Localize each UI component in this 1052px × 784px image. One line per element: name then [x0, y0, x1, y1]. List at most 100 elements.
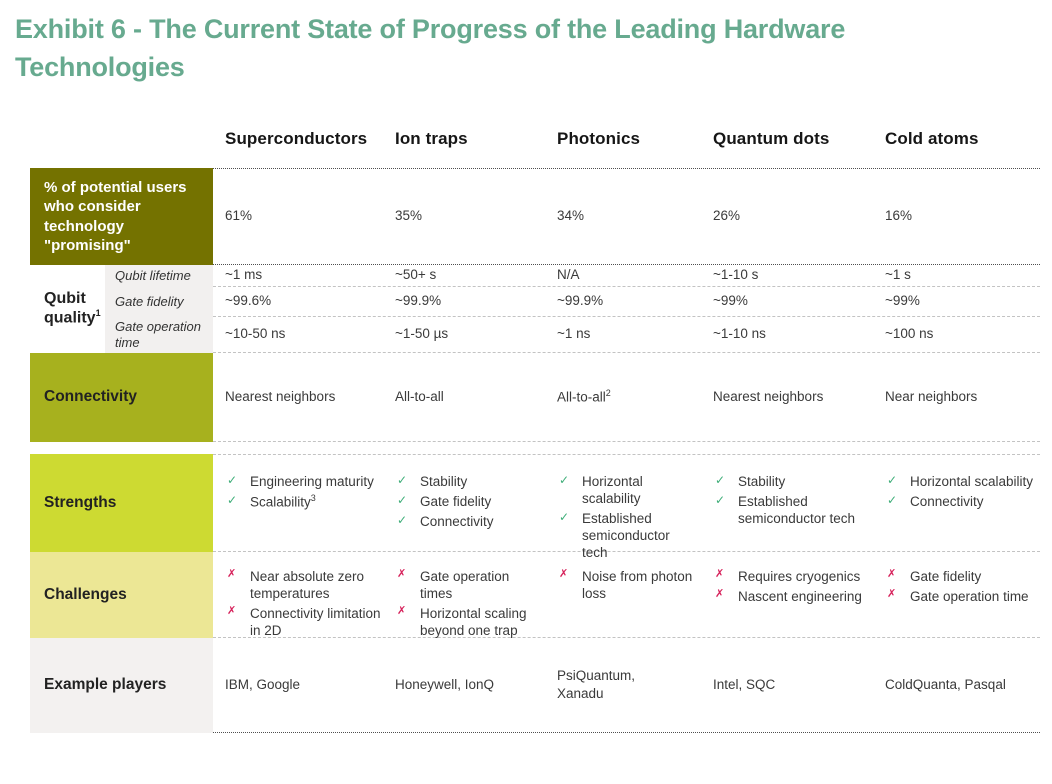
fidelity-cold-atoms: ~99% [885, 293, 920, 309]
promising-quantum-dots: 26% [713, 208, 741, 224]
lifetime-photonics: N/A [557, 267, 580, 283]
lifetime-cold-atoms: ~1 s [885, 267, 911, 283]
gate-time-photonics: ~1 ns [557, 326, 591, 342]
cross-icon: ✗ [559, 567, 569, 580]
challenge-item: ✗ Nascent engineering [715, 587, 862, 604]
check-icon: ✓ [559, 509, 570, 524]
check-icon: ✓ [715, 492, 726, 507]
strength-item: ✓ Engineering maturity [227, 472, 374, 489]
strengths-cold-atoms: ✓ Horizontal scalability ✓ Connectivity [885, 455, 1040, 513]
sublabel-gate-fidelity: Gate fidelity [115, 293, 184, 309]
connectivity-quantum-dots: Nearest neighbors [713, 388, 824, 404]
promising-superconductors: 61% [225, 208, 253, 224]
challenge-item: ✗ Requires cryogenics [715, 567, 861, 584]
strength-item: ✓ Scalability3 [227, 492, 316, 510]
column-header-quantum-dots: Quantum dots [713, 129, 830, 149]
players-quantum-dots: Intel, SQC [713, 676, 776, 692]
strengths-photonics: ✓ Horizontal scalability ✓ Established sem… [557, 455, 713, 565]
challenges-superconductors: ✗ Near absolute zero temperatures ✗ Connec… [225, 552, 395, 643]
footnote-1-marker: 1 [95, 307, 101, 318]
connectivity-ion-traps: All-to-all [395, 388, 444, 404]
challenges-quantum-dots: ✗ Requires cryogenics ✗ Nascent engineerin… [713, 552, 885, 608]
cross-icon: ✗ [227, 604, 237, 617]
fidelity-quantum-dots: ~99% [713, 293, 748, 309]
row-label-example-players: Example players [30, 637, 213, 733]
check-icon: ✓ [227, 472, 238, 487]
fidelity-photonics: ~99.9% [557, 293, 604, 309]
qubit-quality-values: ~1 ms ~50+ s N/A ~1-10 s ~1 s ~99.6% ~99… [213, 265, 1040, 353]
check-icon: ✓ [397, 472, 408, 487]
strength-item: ✓ Horizontal scalability [559, 472, 643, 506]
check-icon: ✓ [887, 492, 898, 507]
check-icon: ✓ [227, 492, 238, 507]
column-header-superconductors: Superconductors [225, 129, 368, 149]
row-connectivity: Connectivity Nearest neighbors All-to-al… [30, 352, 1040, 442]
comparison-table: Superconductors Ion traps Photonics Quan… [30, 111, 1040, 733]
column-header-ion-traps: Ion traps [395, 129, 468, 149]
strength-item: ✓ Connectivity [397, 512, 494, 529]
check-icon: ✓ [715, 472, 726, 487]
strengths-superconductors: ✓ Engineering maturity ✓ Scalability3 [225, 455, 395, 514]
qubit-quality-title: Qubit quality1 [44, 289, 101, 327]
challenge-item: ✗ Near absolute zero temperatures [227, 567, 365, 601]
row-strengths: Strengths ✓ Engineering maturity ✓ Scalabi… [30, 453, 1040, 560]
players-superconductors: IBM, Google [225, 676, 301, 692]
gate-time-superconductors: ~10-50 ns [225, 326, 286, 342]
challenge-item: ✗ Connectivity limitation in 2D [227, 604, 381, 639]
table-header-row: Superconductors Ion traps Photonics Quan… [30, 111, 1040, 168]
cross-icon: ✗ [715, 587, 725, 600]
strength-item: ✓ Stability [715, 472, 786, 489]
footnote-3-marker: 3 [310, 492, 316, 503]
row-example-players: Example players IBM, Google Honeywell, I… [30, 637, 1040, 733]
gate-time-cold-atoms: ~100 ns [885, 326, 934, 342]
row-label-strengths: Strengths [30, 453, 213, 552]
footnote-2-marker: 2 [605, 387, 611, 398]
challenges-photonics: ✗ Noise from photon loss [557, 552, 713, 605]
lifetime-superconductors: ~1 ms [225, 267, 263, 283]
check-icon: ✓ [397, 492, 408, 507]
cross-icon: ✗ [887, 587, 897, 600]
challenge-item: ✗ Noise from photon loss [559, 567, 693, 601]
strengths-ion-traps: ✓ Stability ✓ Gate fidelity ✓ Connectivity [395, 455, 557, 533]
check-icon: ✓ [559, 472, 570, 487]
row-promising: % of potential users who consider techno… [30, 167, 1040, 265]
cross-icon: ✗ [227, 567, 237, 580]
connectivity-photonics: All-to-all2 [557, 387, 611, 405]
row-spacer [30, 442, 1040, 454]
column-header-photonics: Photonics [557, 129, 641, 149]
gate-time-ion-traps: ~1-50 µs [395, 326, 449, 342]
row-label-connectivity: Connectivity [30, 352, 213, 442]
row-challenges: Challenges ✗ Near absolute zero temperatu… [30, 551, 1040, 638]
strength-item: ✓ Connectivity [887, 492, 984, 509]
promising-cold-atoms: 16% [885, 208, 913, 224]
gate-time-quantum-dots: ~1-10 ns [713, 326, 766, 342]
sublabel-qubit-lifetime: Qubit lifetime [115, 267, 191, 283]
check-icon: ✓ [397, 512, 408, 527]
challenges-cold-atoms: ✗ Gate fidelity ✗ Gate operation time [885, 552, 1040, 608]
header-label-spacer [30, 111, 213, 168]
challenges-ion-traps: ✗ Gate operation times ✗ Horizontal scalin… [395, 552, 557, 643]
challenge-item: ✗ Gate operation time [887, 587, 1029, 604]
challenge-item: ✗ Gate operation times [397, 567, 510, 601]
lifetime-ion-traps: ~50+ s [395, 267, 437, 283]
check-icon: ✓ [887, 472, 898, 487]
fidelity-superconductors: ~99.6% [225, 293, 272, 309]
strengths-quantum-dots: ✓ Stability ✓ Established semiconductor te… [713, 455, 885, 530]
row-label-qubit-quality: Qubit quality1 Qubit lifetime Gate fidel… [30, 264, 213, 353]
cross-icon: ✗ [397, 604, 407, 617]
row-label-promising: % of potential users who consider techno… [30, 167, 213, 265]
players-photonics: PsiQuantum, Xanadu [557, 668, 636, 701]
cross-icon: ✗ [397, 567, 407, 580]
row-label-challenges: Challenges [30, 551, 213, 638]
connectivity-superconductors: Nearest neighbors [225, 388, 336, 404]
lifetime-quantum-dots: ~1-10 s [713, 267, 759, 283]
connectivity-cold-atoms: Near neighbors [885, 388, 978, 404]
players-cold-atoms: ColdQuanta, Pasqal [885, 676, 1006, 692]
promising-ion-traps: 35% [395, 208, 423, 224]
strength-item: ✓ Stability [397, 472, 468, 489]
challenge-item: ✗ Horizontal scaling beyond one trap [397, 604, 527, 639]
strength-item: ✓ Gate fidelity [397, 492, 492, 509]
challenge-item: ✗ Gate fidelity [887, 567, 982, 584]
strength-item: ✓ Horizontal scalability [887, 472, 1034, 489]
players-ion-traps: Honeywell, IonQ [395, 676, 495, 692]
